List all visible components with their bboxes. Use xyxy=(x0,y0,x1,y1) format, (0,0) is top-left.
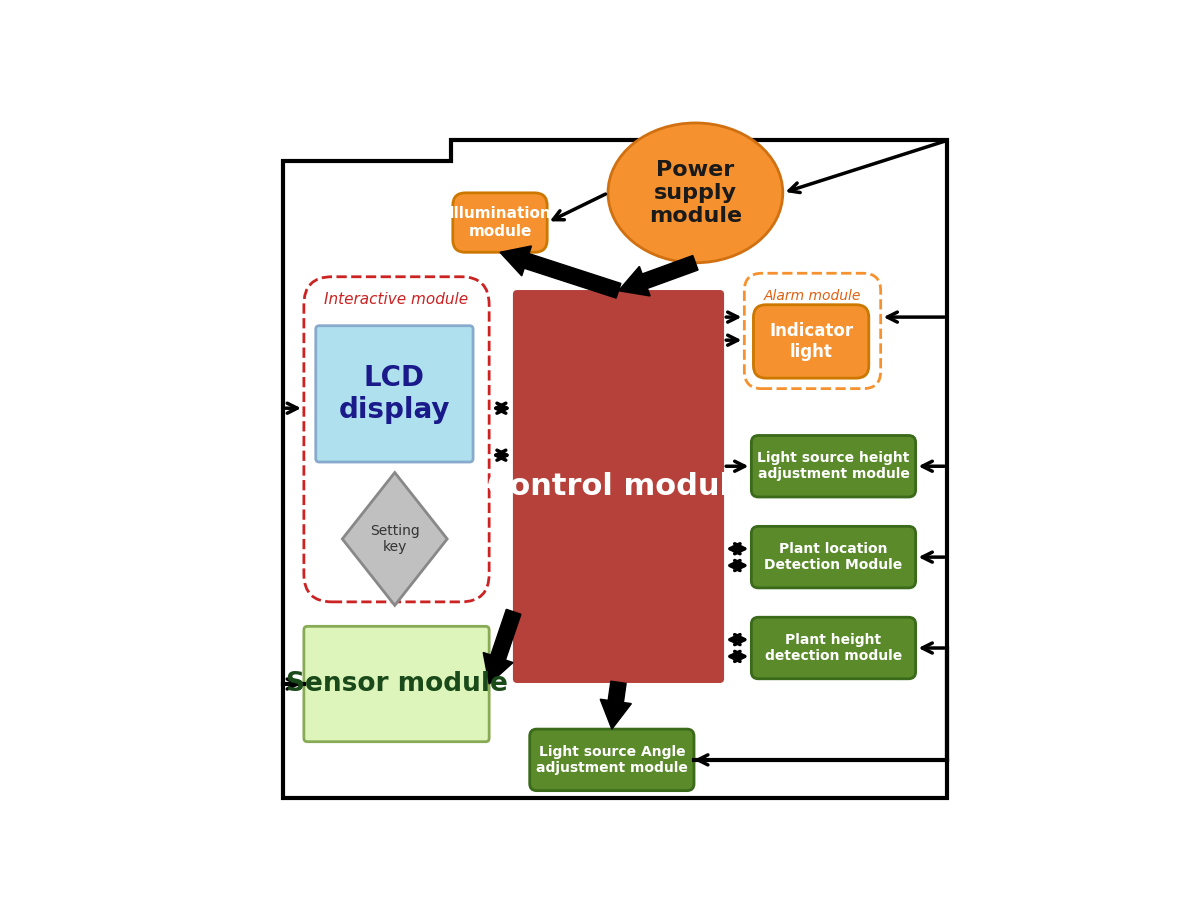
Text: Interactive module: Interactive module xyxy=(324,292,468,307)
Text: Alarm module: Alarm module xyxy=(764,289,862,302)
Polygon shape xyxy=(342,472,448,606)
FancyBboxPatch shape xyxy=(514,291,724,682)
Polygon shape xyxy=(600,681,631,729)
FancyBboxPatch shape xyxy=(751,436,916,497)
Text: Plant height
detection module: Plant height detection module xyxy=(764,633,902,663)
Polygon shape xyxy=(500,246,620,298)
FancyBboxPatch shape xyxy=(452,192,547,252)
Text: Plant location
Detection Module: Plant location Detection Module xyxy=(764,542,902,572)
Text: LCD
display: LCD display xyxy=(338,364,450,424)
FancyBboxPatch shape xyxy=(316,326,473,462)
Text: Indicator
light: Indicator light xyxy=(769,322,853,360)
Polygon shape xyxy=(484,609,521,684)
Text: Light source Angle
adjustment module: Light source Angle adjustment module xyxy=(536,745,688,775)
FancyBboxPatch shape xyxy=(754,305,869,378)
Text: Sensor module: Sensor module xyxy=(286,671,508,697)
Ellipse shape xyxy=(608,123,782,262)
Text: Control module: Control module xyxy=(487,472,750,501)
FancyBboxPatch shape xyxy=(304,627,490,742)
FancyBboxPatch shape xyxy=(529,729,694,791)
Text: Power
supply
module: Power supply module xyxy=(649,160,742,226)
Text: Illumination
module: Illumination module xyxy=(449,206,551,239)
FancyBboxPatch shape xyxy=(751,617,916,679)
Text: Setting
key: Setting key xyxy=(370,524,420,554)
Polygon shape xyxy=(618,255,698,296)
FancyBboxPatch shape xyxy=(751,527,916,587)
Text: Light source height
adjustment module: Light source height adjustment module xyxy=(757,451,910,481)
